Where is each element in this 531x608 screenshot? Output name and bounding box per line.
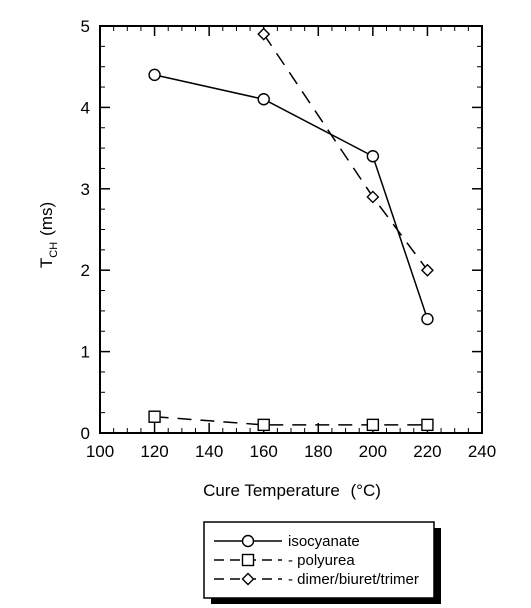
- data-point: [257, 27, 271, 41]
- data-point: [366, 418, 380, 432]
- x-tick-label: 200: [359, 442, 387, 461]
- series-2: [257, 27, 434, 277]
- series-0: [148, 68, 434, 326]
- x-tick-label: 160: [250, 442, 278, 461]
- data-point: [421, 312, 434, 326]
- plot-frame: [99, 25, 483, 434]
- data-point: [421, 418, 434, 432]
- x-tick-label: 100: [86, 442, 114, 461]
- legend-marker: [241, 534, 255, 548]
- x-tick-label: 180: [304, 442, 332, 461]
- series-line: [154, 74, 429, 320]
- x-tick-label: 120: [140, 442, 168, 461]
- y-tick-label: 0: [81, 424, 90, 443]
- y-tick-label: 1: [81, 343, 90, 362]
- legend-marker: [241, 553, 255, 567]
- series-line: [263, 33, 429, 271]
- data-point: [148, 68, 161, 82]
- y-tick-label: 3: [81, 180, 90, 199]
- data-point: [366, 150, 380, 163]
- series-1: [148, 410, 434, 432]
- x-axis-title: Cure Temperature (°C): [203, 481, 381, 500]
- y-tick-label: 2: [81, 261, 90, 280]
- x-tick-label: 220: [413, 442, 441, 461]
- data-point: [366, 190, 380, 204]
- legend-marker: [241, 572, 255, 586]
- legend-label: isocyanate: [288, 533, 360, 550]
- legend: isocyanate - polyurea - dimer/biuret/trime…: [203, 521, 441, 604]
- y-axis-title: TCH (ms): [37, 202, 60, 268]
- y-axis-unit: (ms): [37, 202, 56, 236]
- data-point: [148, 410, 161, 423]
- data-point: [257, 418, 270, 432]
- legend-label: - dimer/biuret/trimer: [288, 571, 419, 588]
- y-tick-label: 4: [81, 98, 90, 117]
- legend-items: isocyanate - polyurea - dimer/biuret/trime…: [214, 533, 419, 588]
- x-tick-label: 140: [195, 442, 223, 461]
- data-point: [420, 263, 434, 277]
- series-line: [154, 415, 428, 426]
- y-tick-label: 5: [81, 17, 90, 36]
- ticks: [99, 25, 483, 434]
- y-axis-label: T: [37, 258, 56, 268]
- legend-label: - polyurea: [288, 552, 355, 569]
- x-axis-label: Cure Temperature: [203, 481, 340, 500]
- x-axis-unit: (°C): [351, 481, 381, 500]
- y-axis-label-subscript: CH: [48, 242, 60, 258]
- series-layer: [148, 27, 434, 432]
- tick-labels: 100 120 140 160 180 200 220 240 0 1 2 3 4 5: [81, 17, 497, 461]
- data-point: [257, 93, 270, 106]
- x-tick-label: 240: [468, 442, 496, 461]
